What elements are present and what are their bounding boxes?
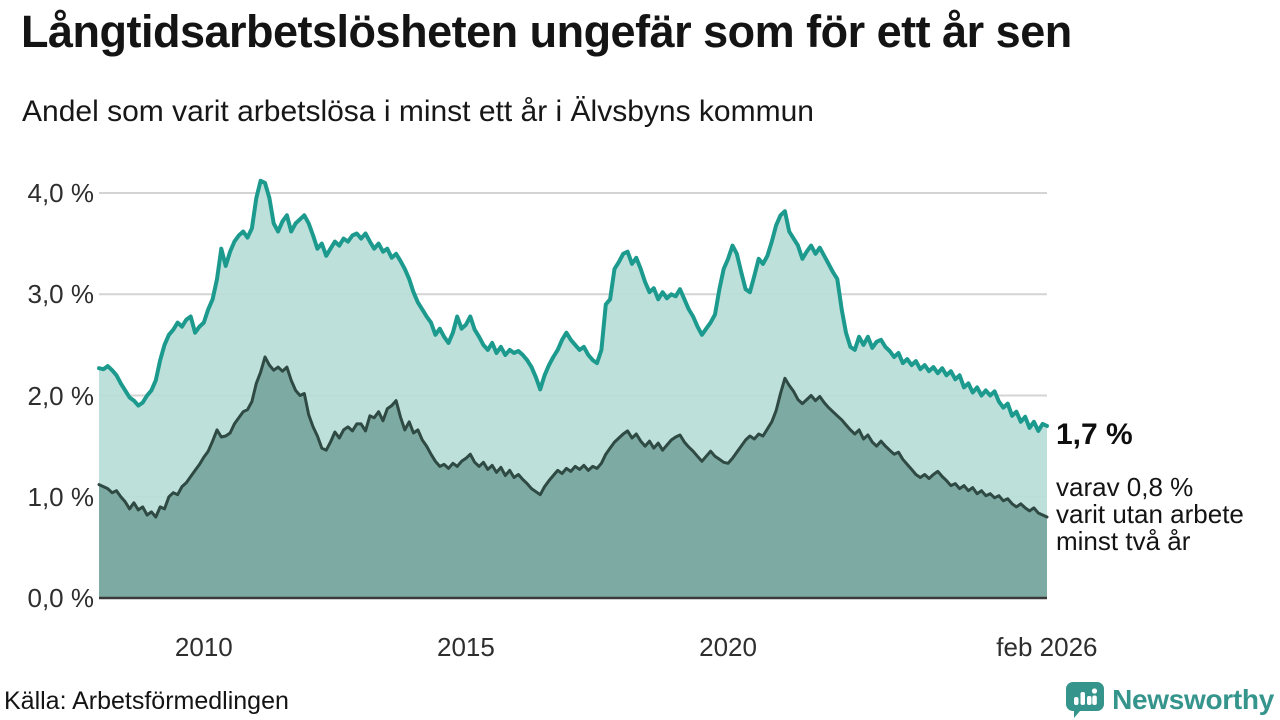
y-tick-label: 4,0 % <box>27 178 95 208</box>
x-tick-label: feb 2026 <box>996 632 1098 662</box>
newsworthy-bubble-icon <box>1066 682 1105 718</box>
area-series-1 <box>99 180 1047 599</box>
line-series-2 <box>97 355 1049 519</box>
x-tick-label: 2010 <box>174 632 233 662</box>
y-tick-label: 1,0 % <box>27 481 95 512</box>
line-series-1 <box>97 178 1049 433</box>
newsworthy-wordmark: Newsworthy <box>1112 684 1274 715</box>
x-tick-label: 2020 <box>699 632 757 662</box>
end-sub-label: varav 0,8 % varit utan arbete minst två … <box>1056 472 1244 556</box>
y-tick-label: 3,0 % <box>27 279 95 310</box>
end-value-label: 1,7 % <box>1056 418 1133 451</box>
y-tick-label: 2,0 % <box>27 380 95 411</box>
area-series-2 <box>99 357 1047 598</box>
y-tick-label: 0,0 % <box>27 583 95 613</box>
x-tick-label: 2015 <box>437 632 495 662</box>
page-title: Långtidsarbetslösheten ungefär som för e… <box>21 6 1072 57</box>
chart-subtitle: Andel som varit arbetslösa i minst ett å… <box>22 95 814 128</box>
newsworthy-logo: Newsworthy <box>1066 682 1274 718</box>
source-text: Källa: Arbetsförmedlingen <box>4 687 289 715</box>
